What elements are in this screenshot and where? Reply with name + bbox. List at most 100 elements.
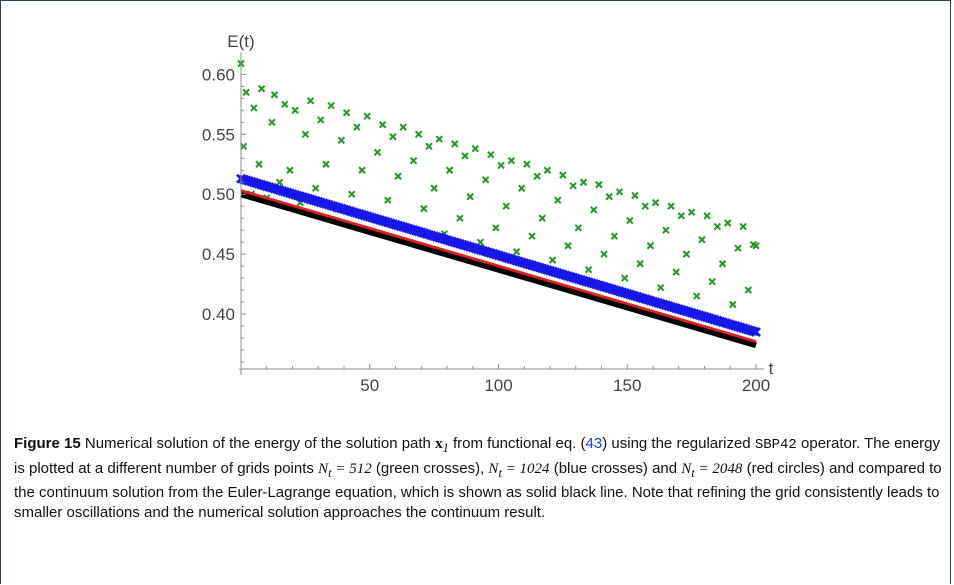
green-cross-point bbox=[363, 112, 371, 121]
caption-text-4: operator. The energy is plotted at a dif… bbox=[14, 435, 940, 477]
green-cross-point bbox=[744, 286, 752, 294]
green-cross-point bbox=[708, 278, 716, 286]
green-cross-point bbox=[281, 100, 289, 109]
nt-symbol-3: N bbox=[681, 460, 692, 477]
nt-subscript-2: t bbox=[498, 465, 502, 480]
continuum-solution-line bbox=[240, 191, 757, 349]
green-cross-point bbox=[752, 242, 760, 250]
green-cross-point bbox=[584, 266, 593, 274]
green-cross-point bbox=[651, 198, 660, 207]
green-cross-point bbox=[672, 268, 680, 276]
green-cross-point bbox=[667, 202, 675, 210]
equation-ref-link[interactable]: 43 bbox=[585, 435, 603, 452]
green-cross-point bbox=[255, 160, 263, 168]
green-cross-point bbox=[734, 244, 742, 252]
green-cross-point bbox=[554, 196, 562, 204]
red-circle-line-overlay bbox=[240, 189, 757, 343]
green-cross-point bbox=[286, 166, 294, 174]
green-cross-point bbox=[456, 214, 464, 222]
green-cross-point bbox=[507, 156, 516, 165]
caption-text-3: ) using the regularized bbox=[602, 435, 755, 452]
green-cross-point bbox=[270, 91, 279, 99]
green-cross-point bbox=[358, 166, 366, 174]
green-cross-point bbox=[301, 130, 310, 139]
y-tick-label: 0.45 bbox=[202, 245, 235, 264]
green-cross-point bbox=[466, 192, 474, 201]
green-cross-point bbox=[574, 224, 583, 232]
green-cross-point bbox=[729, 300, 737, 309]
x-axis-label: t bbox=[769, 359, 774, 378]
green-cross-point bbox=[497, 161, 505, 170]
green-cross-point bbox=[322, 160, 330, 168]
green-cross-point bbox=[502, 202, 510, 210]
x-tick-label: 200 bbox=[742, 376, 770, 395]
green-cross-point bbox=[311, 184, 320, 192]
green-cross-point bbox=[605, 192, 613, 201]
green-cross-point bbox=[430, 184, 438, 192]
nt-value-2: = 1024 bbox=[501, 460, 550, 477]
y-tick-label: 0.40 bbox=[202, 305, 235, 324]
y-axis-label: E(t) bbox=[227, 32, 254, 51]
green-cross-point bbox=[414, 130, 423, 139]
green-cross-point bbox=[548, 256, 557, 264]
green-cross-point bbox=[337, 136, 346, 145]
green-cross-point bbox=[378, 121, 387, 129]
green-cross-point bbox=[620, 274, 629, 282]
green-cross-point bbox=[342, 109, 351, 117]
green-cross-point bbox=[559, 171, 567, 179]
green-cross-point bbox=[693, 292, 701, 300]
green-cross-point bbox=[533, 172, 541, 180]
green-cross-point bbox=[569, 182, 577, 190]
green-cross-point bbox=[646, 242, 655, 250]
green-cross-point bbox=[687, 208, 696, 216]
green-cross-point bbox=[564, 242, 572, 250]
caption-label: Figure 15 bbox=[14, 435, 81, 452]
green-cross-point bbox=[641, 202, 649, 210]
green-cross-point bbox=[471, 144, 480, 153]
caption-vector-subscript: 1 bbox=[442, 441, 449, 455]
green-cross-point bbox=[348, 190, 356, 198]
green-cross-point bbox=[718, 260, 727, 268]
green-cross-point bbox=[528, 232, 536, 240]
green-cross-point bbox=[677, 212, 686, 220]
green-cross-point bbox=[703, 212, 711, 220]
green-cross-point bbox=[610, 232, 619, 240]
green-cross-point bbox=[523, 160, 531, 168]
green-cross-point bbox=[517, 184, 526, 192]
green-cross-point bbox=[626, 216, 634, 225]
nt-subscript-1: t bbox=[328, 465, 332, 480]
green-cross-point bbox=[420, 204, 428, 213]
green-cross-point bbox=[579, 178, 588, 186]
green-cross-point bbox=[399, 123, 407, 131]
green-cross-point bbox=[713, 222, 722, 231]
energy-chart: 50 100 150 200 0.40 0.45 0.50 0.55 0.60 E(t) t bbox=[202, 32, 774, 395]
green-cross-point bbox=[481, 176, 490, 184]
green-cross-point bbox=[257, 85, 266, 93]
green-cross-point bbox=[353, 123, 361, 131]
green-cross-point bbox=[327, 101, 335, 110]
green-cross-point bbox=[662, 226, 670, 234]
green-cross-point bbox=[590, 206, 598, 214]
caption-text-6: (blue crosses) and bbox=[549, 459, 682, 477]
y-tick-label: 0.55 bbox=[202, 125, 235, 144]
green-cross-point bbox=[435, 135, 443, 143]
green-cross-point bbox=[373, 148, 382, 156]
green-cross-point bbox=[317, 116, 325, 124]
green-cross-point bbox=[306, 97, 315, 105]
green-cross-point bbox=[631, 191, 639, 200]
green-cross-point bbox=[492, 224, 500, 232]
green-cross-point bbox=[698, 236, 706, 244]
green-cross-point bbox=[268, 118, 276, 127]
x-tick-label: 50 bbox=[360, 376, 379, 395]
green-cross-point bbox=[657, 283, 665, 292]
y-tick-label: 0.60 bbox=[202, 65, 235, 84]
nt-subscript-3: t bbox=[691, 465, 695, 480]
caption-vector: x bbox=[435, 436, 443, 452]
green-cross-point bbox=[487, 150, 495, 159]
green-cross-point bbox=[250, 104, 258, 112]
blue-cross-point bbox=[751, 327, 761, 337]
y-tick-label: 0.50 bbox=[202, 185, 235, 204]
green-cross-point bbox=[445, 166, 454, 174]
green-cross-point bbox=[384, 196, 392, 204]
